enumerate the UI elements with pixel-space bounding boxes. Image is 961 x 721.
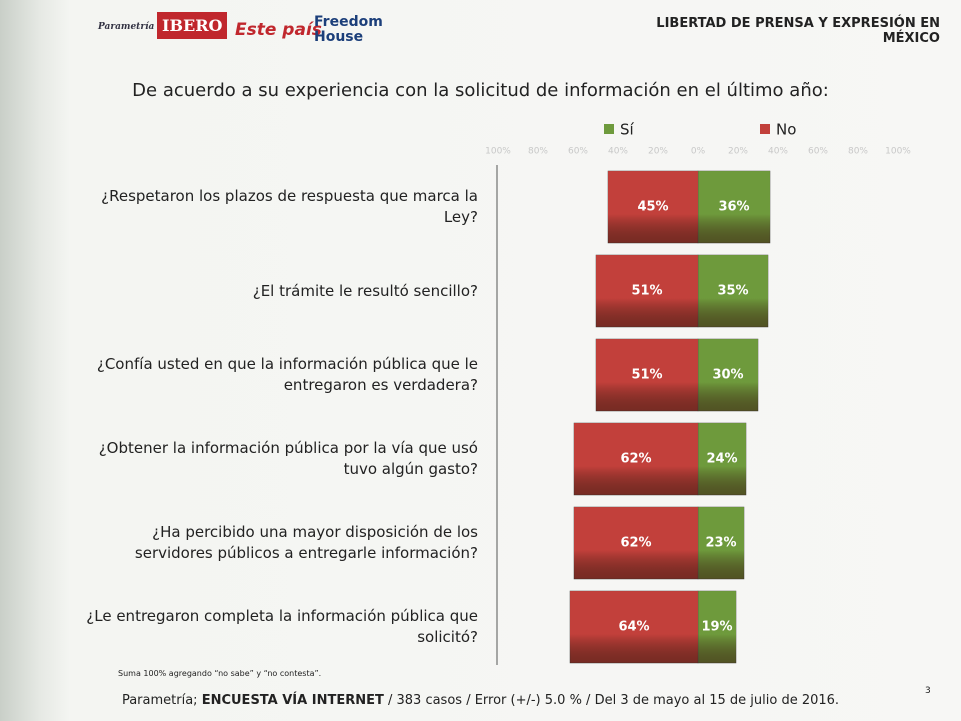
value-label: 24% (706, 452, 737, 467)
bar-shade (596, 255, 698, 327)
legend-label: Sí (620, 121, 635, 139)
x-tick-label: 60% (808, 147, 828, 157)
bar-shade (698, 591, 736, 663)
category-label: ¿Ha percibido una mayor disposición de l… (134, 523, 478, 562)
x-tick-label: 20% (648, 147, 668, 157)
category-label: ¿Le entregaron completa la información p… (86, 607, 478, 646)
value-label: 51% (631, 368, 662, 383)
category-label: ¿El trámite le resultó sencillo? (252, 281, 478, 300)
value-label: 45% (637, 200, 668, 215)
note: Suma 100% agregando “no sabe” y “no cont… (118, 669, 322, 678)
bar-shade (698, 171, 770, 243)
category-label: ¿Respetaron los plazos de respuesta que … (101, 187, 478, 226)
legend-swatch (760, 124, 770, 134)
x-tick-label: 100% (485, 147, 511, 157)
page-number: 3 (925, 686, 931, 696)
x-tick-label: 40% (608, 147, 628, 157)
x-tick-label: 0% (691, 147, 706, 157)
value-label: 62% (620, 536, 651, 551)
value-label: 23% (705, 536, 736, 551)
legend-label: No (776, 121, 796, 139)
bar-shade (698, 507, 744, 579)
chart-title: De acuerdo a su experiencia con la solic… (132, 80, 829, 101)
value-label: 64% (618, 620, 649, 635)
bar-shade (698, 255, 768, 327)
logo-freedom-house: Freedom House (314, 14, 383, 45)
bar-shade (596, 339, 698, 411)
legend-swatch (604, 124, 614, 134)
bar-shade (608, 171, 698, 243)
bar-shade (574, 507, 698, 579)
x-tick-label: 80% (848, 147, 868, 157)
bar-shade (698, 423, 746, 495)
bar-shade (574, 423, 698, 495)
category-label: ¿Confía usted en que la información públ… (96, 355, 478, 394)
value-label: 62% (620, 452, 651, 467)
footer-source: Parametría; (121, 693, 198, 708)
footer-method: ENCUESTA VÍA INTERNET (201, 693, 384, 708)
x-tick-label: 40% (768, 147, 788, 157)
value-label: 19% (701, 620, 732, 635)
header-title: LIBERTAD DE PRENSA Y EXPRESIÓN EN MÉXICO (656, 16, 940, 46)
footer: Parametría; ENCUESTA VÍA INTERNET / 383 … (0, 693, 961, 708)
bar-shade (698, 339, 758, 411)
x-tick-label: 60% (568, 147, 588, 157)
category-label: ¿Obtener la información pública por la v… (98, 439, 478, 478)
x-tick-label: 80% (528, 147, 548, 157)
logo-estepais: Este país (235, 20, 322, 40)
logo-ibero: IBERO (157, 12, 228, 39)
value-label: 35% (717, 284, 748, 299)
bar-shade (570, 591, 698, 663)
x-tick-label: 20% (728, 147, 748, 157)
logo-parametria: Parametría (98, 22, 155, 32)
value-label: 30% (712, 368, 743, 383)
value-label: 51% (631, 284, 662, 299)
value-label: 36% (718, 200, 749, 215)
x-tick-label: 100% (885, 147, 911, 157)
footer-details: / 383 casos / Error (+/-) 5.0 % / Del 3 … (387, 693, 840, 708)
